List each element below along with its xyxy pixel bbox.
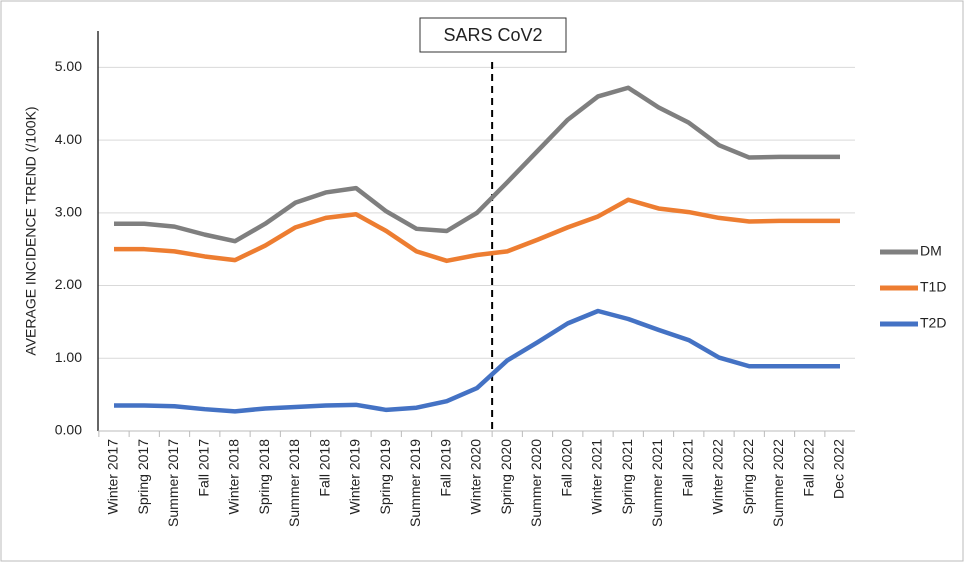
x-tick-label: Winter 2018: [226, 439, 242, 515]
y-tick-label: 5.00: [55, 58, 82, 74]
x-tick-label: Dec 2022: [831, 439, 847, 499]
x-tick-label: Fall 2020: [558, 439, 574, 497]
x-tick-label: Summer 2021: [649, 439, 665, 527]
x-tick-label: Fall 2021: [679, 439, 695, 497]
x-tick-label: Spring 2022: [740, 439, 756, 515]
x-tick-label: Spring 2017: [135, 439, 151, 515]
x-tick-label: Winter 2017: [105, 439, 121, 515]
y-tick-label: 3.00: [55, 204, 82, 220]
y-tick-label: 0.00: [55, 422, 82, 438]
y-tick-label: 2.00: [55, 276, 82, 292]
y-tick-label: 4.00: [55, 131, 82, 147]
legend-label: T1D: [920, 279, 946, 295]
x-tick-label: Spring 2018: [256, 439, 272, 515]
x-tick-label: Summer 2019: [407, 439, 423, 527]
x-tick-label: Summer 2022: [770, 439, 786, 527]
x-tick-label: Winter 2020: [468, 439, 484, 515]
legend-label: DM: [920, 243, 942, 259]
y-tick-label: 1.00: [55, 349, 82, 365]
x-tick-label: Spring 2019: [377, 439, 393, 515]
x-tick-label: Fall 2022: [800, 439, 816, 497]
legend-label: T2D: [920, 315, 946, 331]
x-tick-label: Winter 2021: [589, 439, 605, 515]
x-tick-label: Fall 2017: [195, 439, 211, 497]
x-tick-label: Winter 2022: [710, 439, 726, 515]
line-series: [114, 197, 840, 264]
x-tick-label: Fall 2019: [437, 439, 453, 497]
y-axis-label: AVERAGE INCIDENCE TREND (/100K): [23, 106, 39, 355]
x-tick-label: Spring 2020: [498, 439, 514, 515]
x-tick-label: Summer 2020: [528, 439, 544, 527]
x-tick-label: Summer 2017: [165, 439, 181, 527]
line-series: [114, 308, 840, 414]
annotation-box: [419, 17, 567, 53]
x-tick-label: Summer 2018: [286, 439, 302, 527]
annotation: SARS CoV2: [443, 25, 542, 45]
x-tick-label: Winter 2019: [347, 439, 363, 515]
line-series: [114, 85, 840, 244]
x-tick-label: Fall 2018: [316, 439, 332, 497]
x-tick-label: Spring 2021: [619, 439, 635, 515]
